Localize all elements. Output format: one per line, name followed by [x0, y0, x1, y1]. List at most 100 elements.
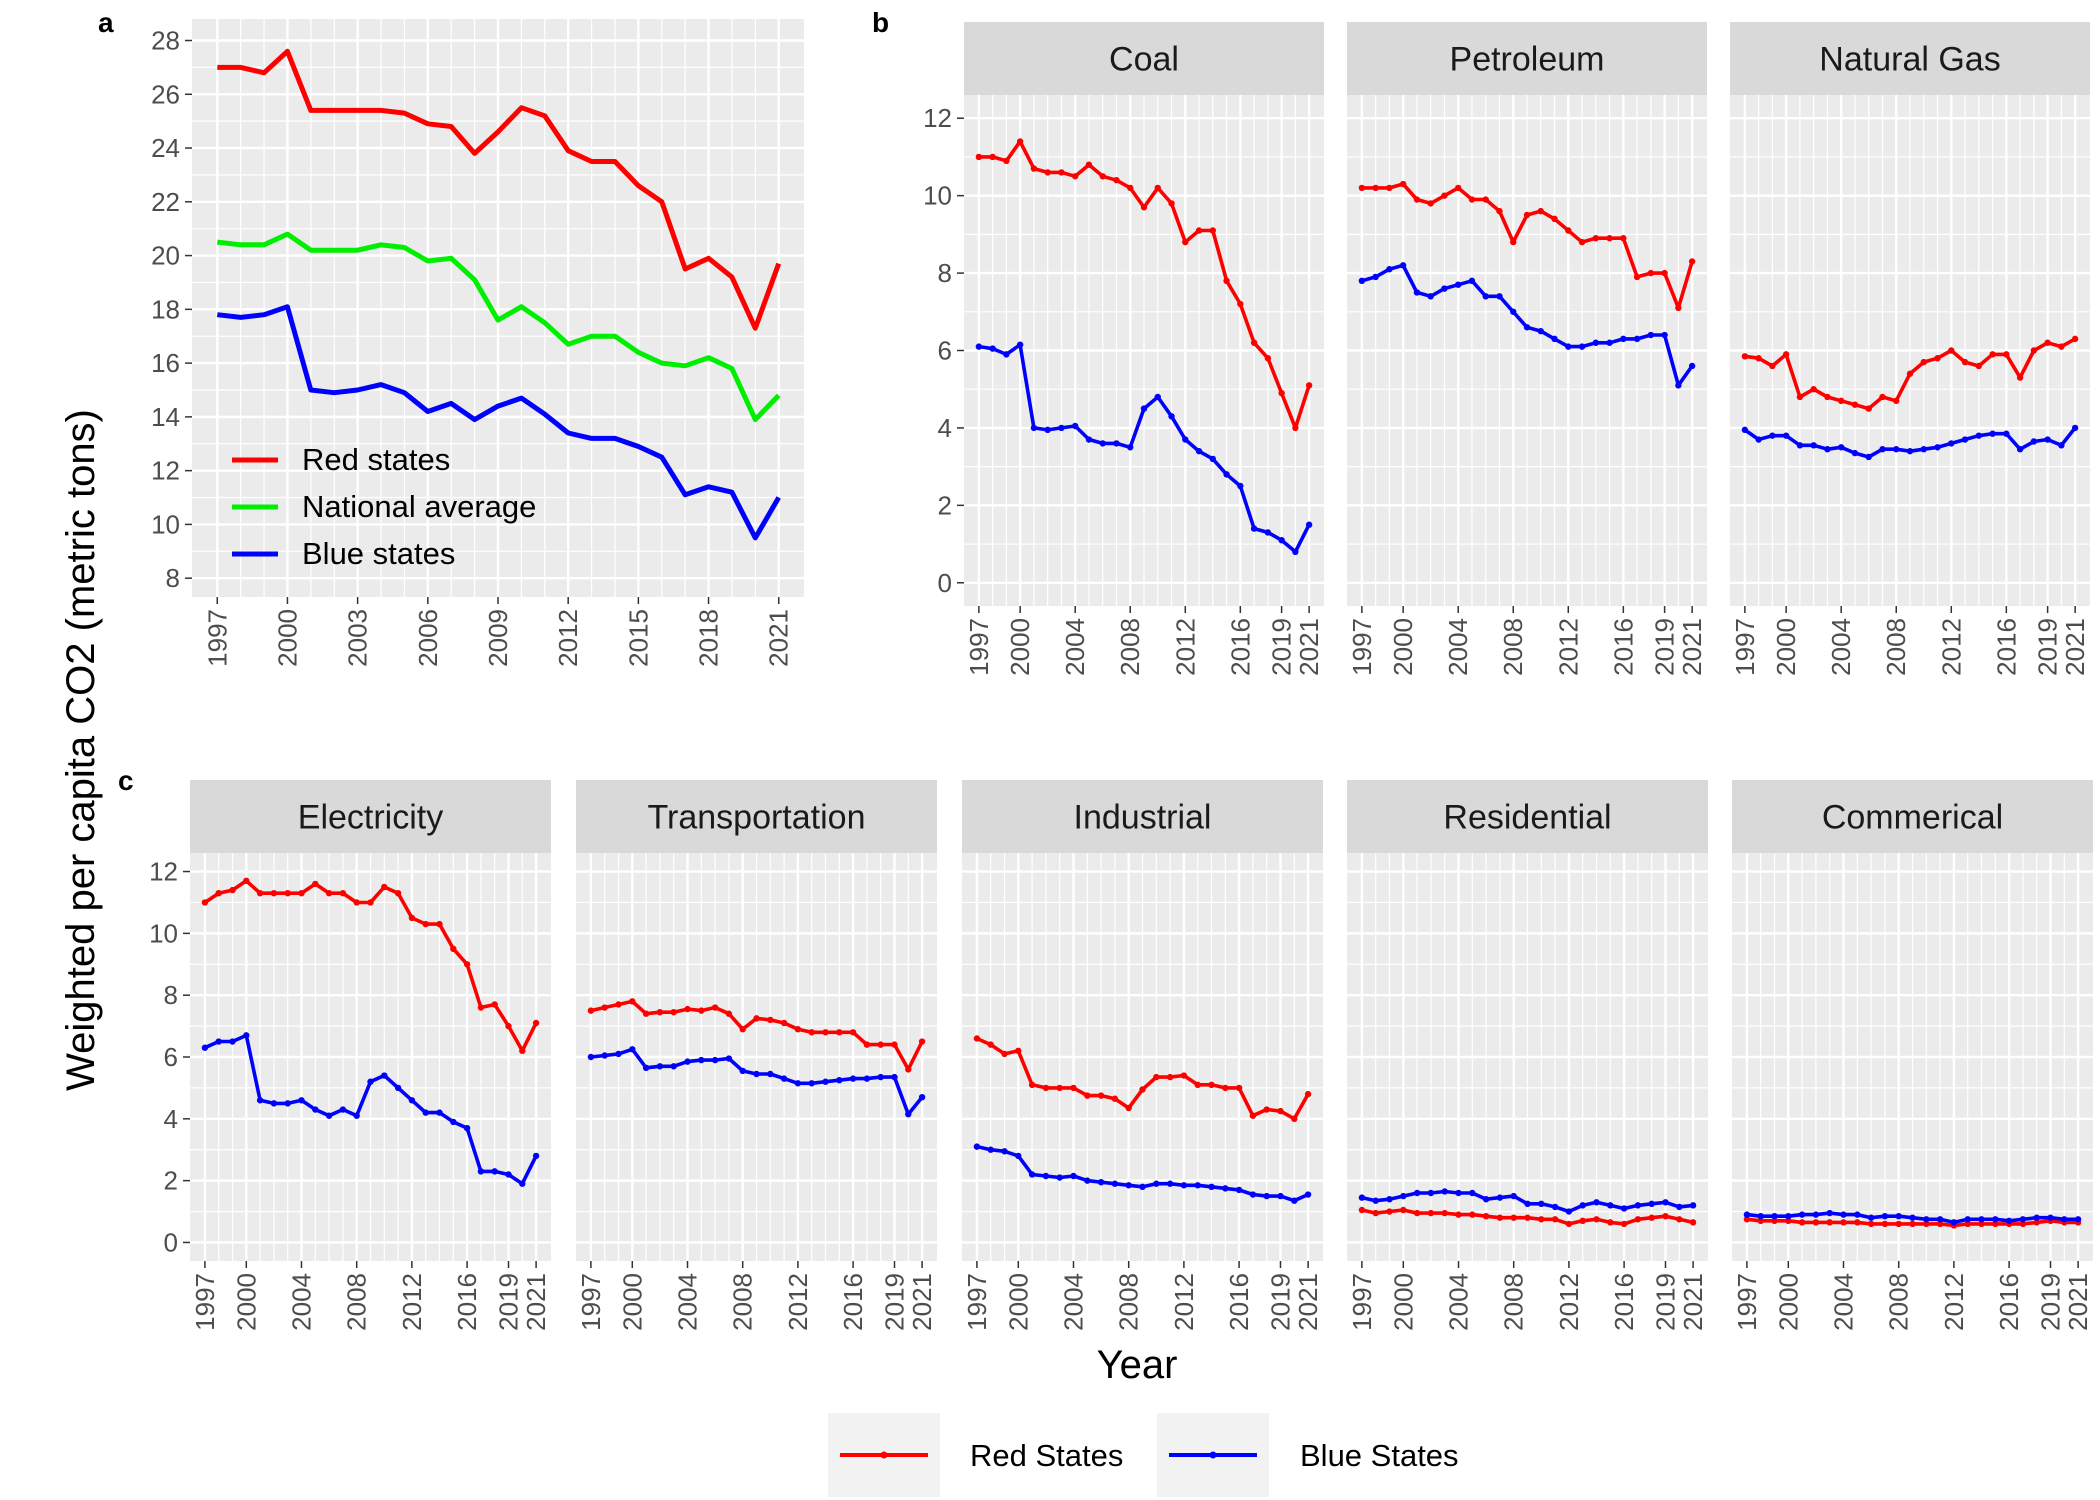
data-point-red-states — [1001, 1050, 1008, 1058]
x-tick-label: 2012 — [1170, 618, 1200, 676]
data-point-red-states — [1305, 382, 1313, 389]
x-tick-label: 2000 — [1003, 1273, 1033, 1331]
y-tick-label: 10 — [149, 918, 178, 948]
data-point-blue-states — [1771, 1212, 1778, 1220]
data-point-red-states — [1675, 304, 1682, 312]
data-point-red-states — [1867, 1220, 1875, 1228]
data-point-red-states — [1851, 401, 1859, 408]
data-point-blue-states — [1510, 1192, 1517, 1200]
x-tick-label: 2012 — [1169, 1273, 1199, 1331]
data-point-blue-states — [381, 1072, 388, 1079]
data-point-red-states — [1785, 1217, 1792, 1225]
data-point-red-states — [849, 1029, 857, 1036]
data-point-blue-states — [298, 1097, 305, 1104]
data-point-blue-states — [243, 1032, 250, 1039]
data-point-red-states — [1208, 1081, 1215, 1089]
x-tick-label: 2006 — [413, 609, 443, 667]
data-point-blue-states — [1551, 1203, 1559, 1211]
data-point-red-states — [1895, 1220, 1902, 1228]
y-tick-label: 0 — [938, 568, 952, 598]
data-point-red-states — [836, 1029, 843, 1036]
panel-c-commerical: Commerical 1997 2000 2004 2008 2012 2016 201920… — [1732, 780, 2093, 1331]
data-point-blue-states — [215, 1038, 222, 1045]
data-point-blue-states — [905, 1110, 912, 1118]
data-point-red-states — [339, 889, 347, 897]
x-tick-label: 2008 — [1115, 618, 1145, 676]
data-point-blue-states — [863, 1075, 871, 1082]
data-point-blue-states — [739, 1067, 746, 1075]
data-point-red-states — [1607, 1219, 1614, 1226]
data-point-blue-states — [891, 1073, 898, 1081]
data-point-blue-states — [989, 345, 996, 352]
facet-label-natural-gas: Natural Gas — [1819, 41, 2000, 79]
data-point-red-states — [353, 899, 360, 906]
data-point-blue-states — [2033, 1214, 2040, 1221]
data-point-blue-states — [1964, 1216, 1971, 1223]
data-point-red-states — [1881, 1220, 1889, 1228]
panel-c-electricity: Electricity 0 2 4 6 8 10 12 1997 2000 2004 2008 2012… — [149, 780, 551, 1331]
data-point-red-states — [1180, 1072, 1188, 1079]
data-point-blue-states — [1482, 293, 1489, 300]
data-point-red-states — [284, 889, 291, 897]
data-point-blue-states — [463, 1124, 471, 1132]
data-point-red-states — [1168, 200, 1175, 207]
data-point-red-states — [1044, 169, 1051, 176]
data-point-red-states — [1826, 1219, 1833, 1226]
data-point-blue-states — [642, 1064, 650, 1072]
data-point-red-states — [477, 1004, 485, 1011]
data-point-red-states — [1840, 1219, 1847, 1226]
x-tick-label: 2016 — [452, 1273, 482, 1331]
data-point-red-states — [312, 880, 319, 888]
data-point-red-states — [298, 889, 305, 897]
panel-c-transportation: Transportation 1997 2000 2004 2008 2012 2016 20… — [576, 780, 937, 1331]
data-point-blue-states — [1961, 436, 1969, 443]
data-point-red-states — [1551, 1216, 1559, 1223]
data-point-blue-states — [1769, 432, 1776, 439]
data-point-red-states — [1565, 1220, 1573, 1228]
data-point-blue-states — [1427, 1189, 1435, 1197]
data-point-red-states — [436, 920, 443, 928]
x-tick-label: 2021 — [1678, 1273, 1708, 1331]
data-point-blue-states — [1386, 1195, 1393, 1203]
data-point-blue-states — [1812, 1211, 1820, 1218]
data-point-blue-states — [339, 1106, 347, 1113]
data-point-blue-states — [1688, 362, 1696, 370]
data-point-blue-states — [822, 1078, 829, 1085]
data-point-red-states — [1085, 161, 1093, 168]
data-point-blue-states — [436, 1109, 443, 1116]
data-point-red-states — [1538, 1216, 1545, 1223]
data-point-blue-states — [1454, 281, 1462, 288]
data-point-blue-states — [975, 343, 983, 350]
x-tick-label: 2021 — [1294, 618, 1324, 676]
data-point-red-states — [601, 1004, 608, 1011]
x-tick-label: 2004 — [287, 1273, 317, 1331]
data-point-blue-states — [1854, 1211, 1861, 1218]
data-point-red-states — [1455, 1211, 1462, 1218]
data-point-red-states — [1523, 211, 1531, 219]
y-tick-label: 14 — [151, 402, 180, 432]
data-point-red-states — [1837, 397, 1845, 405]
data-point-red-states — [739, 1025, 746, 1033]
x-tick-label: 2016 — [1609, 1273, 1639, 1331]
data-point-blue-states — [1113, 440, 1120, 447]
data-point-blue-states — [422, 1109, 429, 1116]
data-point-red-states — [1648, 1214, 1655, 1221]
data-point-blue-states — [1661, 331, 1668, 339]
data-point-red-states — [505, 1022, 512, 1030]
data-point-blue-states — [1757, 1212, 1764, 1220]
y-tick-label: 12 — [923, 103, 952, 133]
data-point-blue-states — [1209, 455, 1217, 463]
data-point-red-states — [1936, 1220, 1944, 1228]
data-point-red-states — [1879, 393, 1886, 401]
data-point-blue-states — [753, 1070, 760, 1078]
x-tick-label: 2019 — [1267, 618, 1297, 676]
data-point-blue-states — [877, 1073, 884, 1081]
data-point-blue-states — [1851, 449, 1859, 457]
data-point-red-states — [1592, 235, 1600, 242]
data-point-blue-states — [312, 1106, 319, 1113]
data-point-red-states — [1292, 424, 1299, 432]
data-point-blue-states — [1015, 1152, 1022, 1160]
data-point-blue-states — [1208, 1183, 1215, 1191]
data-point-blue-states — [656, 1063, 664, 1070]
